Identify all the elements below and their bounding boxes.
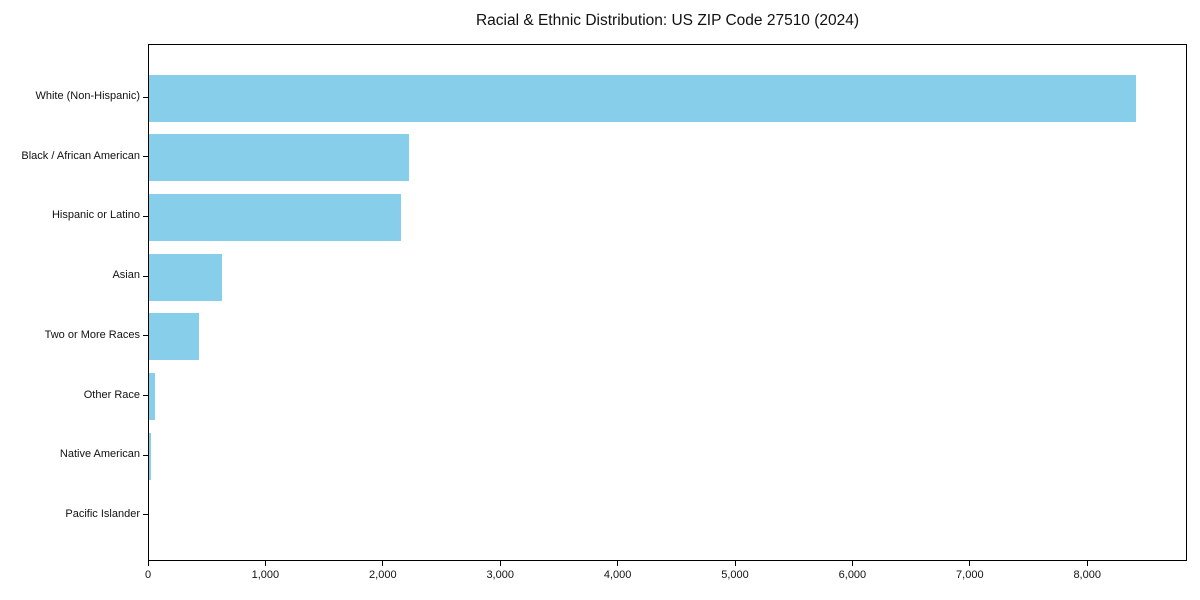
xtick-label-4000: 4,000 [603, 569, 632, 581]
ytick-label-native-american: Native American [59, 448, 140, 461]
bar-two-or-more-races [149, 313, 200, 361]
xtick-label-6000: 6,000 [838, 569, 867, 581]
ytick-label-white-non-hispanic: White (Non-Hispanic) [35, 90, 140, 102]
bar-native-american [149, 432, 151, 480]
x-tick-mark [617, 561, 619, 566]
x-tick-mark [499, 561, 501, 566]
y-tick-mark [143, 96, 148, 98]
xtick-label-0: 0 [144, 569, 152, 581]
plot-area [148, 44, 1187, 561]
y-tick-mark [143, 335, 148, 337]
y-tick-mark [143, 215, 148, 217]
y-tick-mark [143, 514, 148, 516]
ytick-label-hispanic-or-latino: Hispanic or Latino [51, 209, 140, 222]
x-tick-mark [1086, 561, 1088, 566]
x-tick-mark [734, 561, 736, 566]
ytick-label-pacific-islander: Pacific Islander [65, 507, 140, 520]
x-tick-mark [147, 561, 149, 566]
x-tick-mark [382, 561, 384, 566]
chart-title: Racial & Ethnic Distribution: US ZIP Cod… [475, 12, 860, 29]
ytick-label-other-race: Other Race [83, 388, 140, 401]
xtick-label-3000: 3,000 [486, 569, 514, 581]
y-tick-mark [143, 395, 148, 397]
y-tick-mark [143, 454, 148, 456]
y-tick-mark [143, 156, 148, 158]
bar-white-non-hispanic [149, 74, 1136, 122]
xtick-label-2000: 2,000 [369, 569, 397, 581]
x-tick-mark [851, 561, 853, 566]
ytick-label-two-or-more-races: Two or More Races [44, 328, 140, 341]
x-tick-mark [264, 561, 266, 566]
x-tick-mark [969, 561, 971, 566]
ytick-label-black-african-american: Black / African American [21, 149, 140, 162]
xtick-label-7000: 7,000 [956, 569, 984, 581]
y-tick-mark [143, 275, 148, 277]
bar-hispanic-or-latino [149, 193, 401, 241]
bar-other-race [149, 373, 155, 421]
xtick-label-8000: 8,000 [1073, 569, 1101, 581]
ytick-label-asian: Asian [112, 269, 140, 282]
xtick-label-1000: 1,000 [251, 569, 280, 581]
xtick-label-5000: 5,000 [721, 569, 749, 581]
bar-black-african-american [149, 134, 410, 182]
bar-asian [149, 253, 223, 301]
